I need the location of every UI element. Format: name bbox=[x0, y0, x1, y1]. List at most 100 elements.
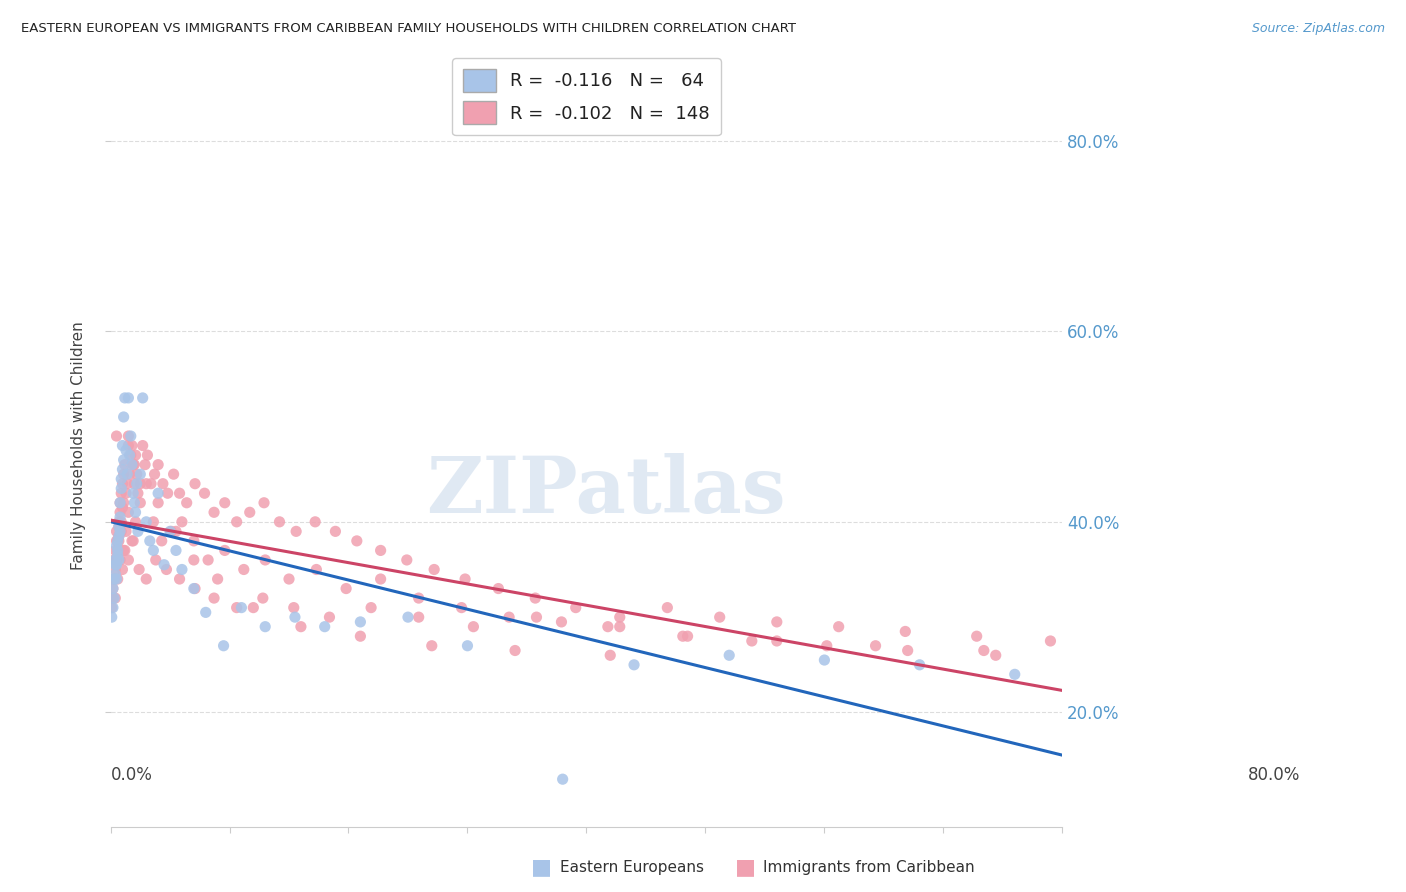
Point bbox=[131, 439, 153, 453]
Point bbox=[105, 572, 128, 586]
Point bbox=[498, 610, 520, 624]
Point bbox=[139, 476, 162, 491]
Point bbox=[170, 515, 193, 529]
Point bbox=[124, 496, 146, 510]
Point bbox=[111, 476, 134, 491]
Point bbox=[225, 515, 247, 529]
Point bbox=[239, 505, 262, 519]
Point bbox=[110, 524, 132, 539]
Point bbox=[117, 429, 139, 443]
Point bbox=[242, 600, 264, 615]
Point bbox=[813, 653, 835, 667]
Point bbox=[709, 610, 731, 624]
Point bbox=[169, 572, 191, 586]
Point bbox=[101, 582, 124, 596]
Point bbox=[184, 582, 207, 596]
Point bbox=[550, 615, 572, 629]
Point bbox=[108, 519, 131, 533]
Point bbox=[253, 496, 276, 510]
Point bbox=[121, 533, 143, 548]
Point bbox=[284, 610, 307, 624]
Point bbox=[108, 510, 131, 524]
Point bbox=[121, 439, 143, 453]
Point bbox=[278, 572, 301, 586]
Point bbox=[609, 620, 631, 634]
Point bbox=[290, 620, 312, 634]
Point bbox=[1039, 634, 1062, 648]
Point bbox=[117, 505, 139, 519]
Point bbox=[134, 458, 156, 472]
Point bbox=[120, 448, 142, 462]
Point bbox=[408, 610, 430, 624]
Point bbox=[118, 448, 141, 462]
Point bbox=[103, 572, 125, 586]
Point bbox=[135, 515, 157, 529]
Point bbox=[110, 482, 132, 496]
Point bbox=[107, 572, 129, 586]
Point bbox=[108, 524, 131, 539]
Point bbox=[450, 600, 472, 615]
Point bbox=[115, 476, 138, 491]
Point bbox=[129, 467, 152, 482]
Point bbox=[231, 600, 253, 615]
Point bbox=[111, 562, 134, 576]
Point bbox=[599, 648, 621, 663]
Point bbox=[908, 657, 931, 672]
Text: ■: ■ bbox=[735, 857, 755, 877]
Point bbox=[305, 562, 328, 576]
Text: Source: ZipAtlas.com: Source: ZipAtlas.com bbox=[1251, 22, 1385, 36]
Point bbox=[202, 505, 225, 519]
Point bbox=[252, 591, 274, 605]
Point bbox=[105, 429, 128, 443]
Point bbox=[214, 496, 236, 510]
Point bbox=[314, 620, 336, 634]
Point bbox=[108, 505, 131, 519]
Point bbox=[765, 615, 787, 629]
Point bbox=[183, 533, 205, 548]
Point bbox=[110, 515, 132, 529]
Point bbox=[104, 553, 127, 567]
Point bbox=[111, 439, 134, 453]
Point bbox=[100, 600, 122, 615]
Point bbox=[110, 486, 132, 500]
Text: Eastern Europeans: Eastern Europeans bbox=[560, 860, 703, 874]
Point bbox=[283, 600, 305, 615]
Point bbox=[105, 553, 128, 567]
Text: ■: ■ bbox=[531, 857, 551, 877]
Point bbox=[118, 467, 141, 482]
Point bbox=[104, 591, 127, 605]
Point bbox=[254, 620, 277, 634]
Point bbox=[114, 543, 136, 558]
Point bbox=[103, 572, 125, 586]
Point bbox=[117, 391, 139, 405]
Point bbox=[623, 657, 645, 672]
Point bbox=[111, 500, 134, 515]
Point bbox=[114, 391, 136, 405]
Point bbox=[112, 467, 135, 482]
Point bbox=[108, 496, 131, 510]
Point bbox=[110, 472, 132, 486]
Point bbox=[117, 553, 139, 567]
Point bbox=[105, 533, 128, 548]
Point bbox=[121, 458, 143, 472]
Point bbox=[150, 533, 173, 548]
Point bbox=[146, 458, 169, 472]
Point bbox=[894, 624, 917, 639]
Point bbox=[676, 629, 699, 643]
Point bbox=[115, 467, 138, 482]
Point bbox=[897, 643, 920, 657]
Text: Immigrants from Caribbean: Immigrants from Caribbean bbox=[763, 860, 976, 874]
Point bbox=[100, 610, 122, 624]
Point bbox=[107, 543, 129, 558]
Point bbox=[108, 529, 131, 543]
Point bbox=[129, 476, 152, 491]
Text: 80.0%: 80.0% bbox=[1249, 766, 1301, 784]
Point bbox=[672, 629, 695, 643]
Point bbox=[122, 533, 145, 548]
Point bbox=[524, 591, 547, 605]
Point bbox=[184, 476, 207, 491]
Point bbox=[112, 409, 135, 424]
Point bbox=[128, 562, 150, 576]
Point bbox=[335, 582, 357, 596]
Point bbox=[741, 634, 763, 648]
